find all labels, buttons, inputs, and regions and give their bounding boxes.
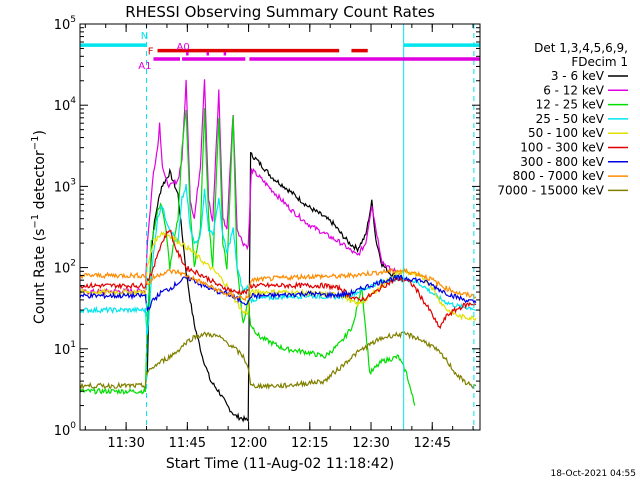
legend-label-6: 300 - 800 keV	[520, 155, 604, 169]
y-tick-label: 104	[54, 96, 77, 114]
y-tick-label: 101	[54, 340, 76, 358]
legend-label-5: 100 - 300 keV	[520, 141, 604, 155]
legend-header-line2: FDecim 1	[571, 55, 628, 69]
legend-label-1: 6 - 12 keV	[543, 83, 605, 97]
y-axis-label-end: )	[32, 130, 48, 135]
flag-label-F: F	[148, 47, 154, 58]
x-axis-label: Start Time (11-Aug-02 11:18:42)	[166, 456, 394, 472]
series-line-0	[146, 151, 403, 423]
y-tick-base: 10	[54, 180, 71, 195]
chart-title: RHESSI Observing Summary Count Rates	[125, 3, 435, 21]
legend-label-2: 12 - 25 keV	[536, 98, 605, 112]
series-line-5	[80, 229, 477, 330]
legend-header-line1: Det 1,3,4,5,6,9,	[534, 41, 628, 55]
y-tick-exponent: 4	[70, 96, 76, 106]
plot-area	[80, 79, 477, 423]
x-tick-label: 11:30	[107, 436, 144, 451]
x-tick-label: 12:00	[230, 436, 267, 451]
x-tick-label: 12:15	[291, 436, 328, 451]
legend-label-7: 800 - 7000 keV	[513, 169, 605, 183]
y-tick-exponent: 0	[70, 421, 76, 431]
y-tick-base: 10	[54, 262, 71, 277]
y-axis-label-exp2: −1	[30, 136, 41, 151]
y-tick-exponent: 5	[70, 15, 76, 25]
y-tick-label: 102	[54, 259, 76, 277]
series-line-1	[80, 79, 403, 295]
y-tick-exponent: 3	[70, 177, 76, 187]
x-tick-label: 12:45	[414, 436, 451, 451]
y-tick-base: 10	[54, 99, 71, 114]
y-axis-label-mid: detector	[32, 150, 48, 214]
y-tick-exponent: 2	[70, 259, 76, 269]
y-tick-label: 103	[54, 177, 76, 195]
legend-label-4: 50 - 100 keV	[528, 126, 605, 140]
x-tick-label: 11:45	[169, 436, 206, 451]
y-tick-exponent: 1	[70, 340, 76, 350]
flag-label-A0: A0	[177, 42, 190, 53]
plot-frame	[79, 23, 481, 431]
y-axis-label-exp1: −1	[30, 214, 41, 229]
series-line-8	[80, 331, 477, 390]
series-line-7	[80, 267, 477, 302]
x-axis: 11:30 11:45 12:00 12:15 12:30 12:45	[84, 24, 474, 451]
y-tick-base: 10	[54, 18, 71, 33]
timestamp: 18-Oct-2021 04:55	[551, 469, 636, 479]
legend-label-0: 3 - 6 keV	[551, 69, 605, 83]
x-tick-label: 12:30	[352, 436, 389, 451]
y-tick-base: 10	[54, 343, 71, 358]
flag-label-N: N	[141, 31, 148, 42]
instrument-flag-bars: NF A0 A1	[80, 31, 480, 72]
y-axis-label-main: Count Rate (s	[32, 229, 48, 324]
y-axis-label: Count Rate (s−1 detector−1)	[30, 130, 48, 324]
legend-label-8: 7000 - 15000 keV	[497, 183, 604, 197]
y-tick-label: 105	[54, 15, 76, 33]
series-line-6	[80, 274, 477, 313]
instrument-state-lines	[146, 24, 475, 430]
y-tick-base: 10	[54, 424, 71, 439]
y-tick-label: 100	[54, 421, 77, 439]
flag-label-A1: A1	[138, 61, 151, 72]
legend-label-3: 25 - 50 keV	[536, 112, 605, 126]
